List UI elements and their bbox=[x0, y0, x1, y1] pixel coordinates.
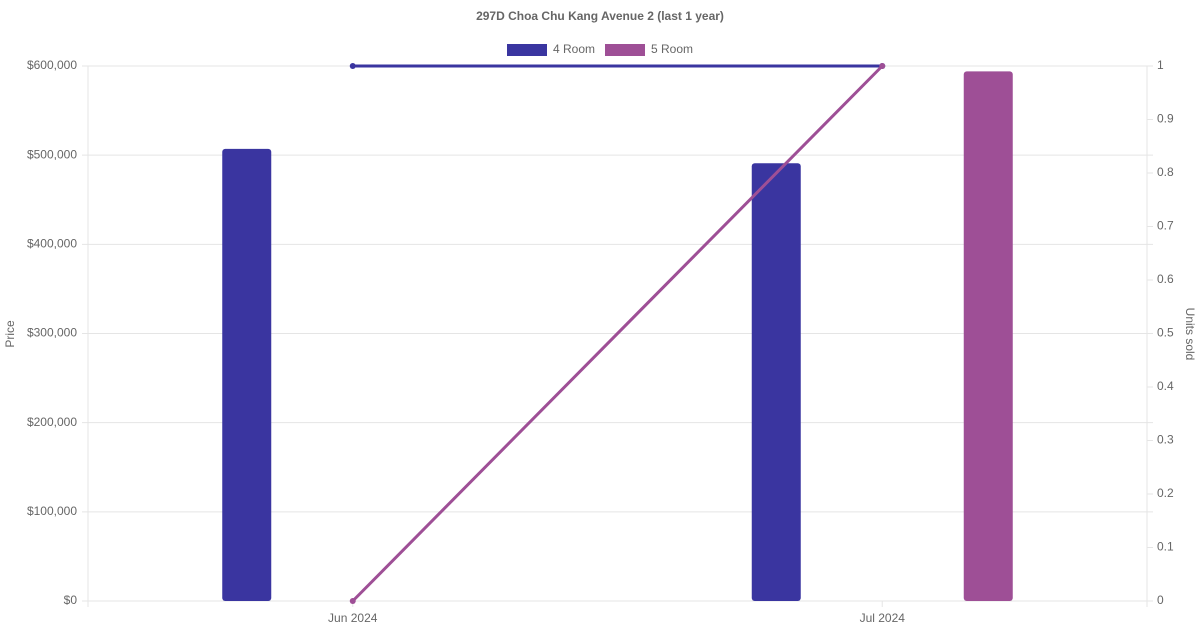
y-tick-label: $500,000 bbox=[27, 147, 77, 161]
y-tick-label: $200,000 bbox=[27, 415, 77, 429]
y2-tick-label: 0.5 bbox=[1157, 326, 1174, 340]
y2-tick-label: 0 bbox=[1157, 593, 1164, 607]
bar bbox=[963, 71, 1013, 602]
y2-tick-label: 0.7 bbox=[1157, 219, 1174, 233]
y2-axis-title: Units sold bbox=[1183, 308, 1197, 361]
y-tick-label: $400,000 bbox=[27, 237, 77, 251]
legend-swatch bbox=[507, 44, 547, 56]
y-tick-label: $0 bbox=[64, 593, 78, 607]
y-tick-label: $600,000 bbox=[27, 58, 77, 72]
units-point bbox=[349, 63, 356, 69]
x-tick-label: Jun 2024 bbox=[328, 611, 378, 625]
y2-tick-label: 1 bbox=[1157, 58, 1164, 72]
y2-tick-label: 0.8 bbox=[1157, 165, 1174, 179]
bar bbox=[751, 163, 801, 602]
legend-label: 4 Room bbox=[553, 42, 595, 56]
units-point bbox=[349, 598, 356, 604]
units-point bbox=[879, 63, 886, 69]
y2-tick-label: 0.2 bbox=[1157, 486, 1174, 500]
legend-label: 5 Room bbox=[651, 42, 693, 56]
y-axis-title: Price bbox=[3, 320, 17, 348]
y2-tick-label: 0.6 bbox=[1157, 272, 1174, 286]
chart-title: 297D Choa Chu Kang Avenue 2 (last 1 year… bbox=[476, 9, 724, 23]
units-line bbox=[351, 64, 884, 603]
y2-tick-label: 0.9 bbox=[1157, 112, 1174, 126]
y-tick-label: $100,000 bbox=[27, 504, 77, 518]
y2-tick-label: 0.1 bbox=[1157, 540, 1174, 554]
x-tick-label: Jul 2024 bbox=[860, 611, 906, 625]
y2-tick-label: 0.4 bbox=[1157, 379, 1174, 393]
bar bbox=[222, 148, 272, 602]
legend-swatch bbox=[605, 44, 645, 56]
y2-tick-label: 0.3 bbox=[1157, 433, 1174, 447]
y-tick-label: $300,000 bbox=[27, 326, 77, 340]
